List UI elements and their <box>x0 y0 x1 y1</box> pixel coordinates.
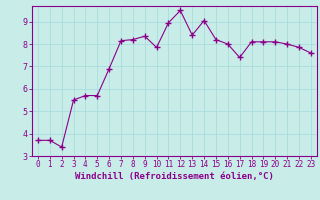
X-axis label: Windchill (Refroidissement éolien,°C): Windchill (Refroidissement éolien,°C) <box>75 172 274 181</box>
